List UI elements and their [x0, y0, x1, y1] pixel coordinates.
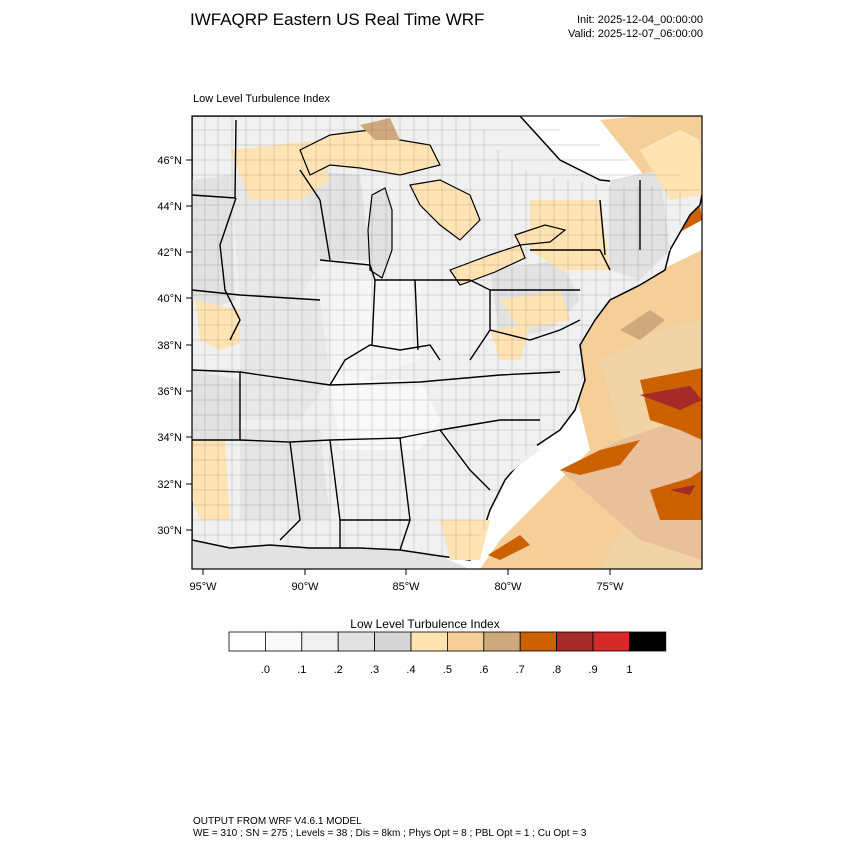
colorbar-label: .1 — [297, 664, 306, 676]
colorbar-label: .6 — [479, 664, 488, 676]
lat-label: 40°N — [157, 293, 182, 305]
lon-label: 80°W — [494, 581, 522, 593]
colorbar-swatch — [301, 631, 339, 652]
county-grid — [192, 116, 700, 560]
chart-title: IWFAQRP Eastern US Real Time WRF — [190, 10, 485, 29]
lon-labels: 95°W 90°W 85°W 80°W 75°W — [189, 581, 624, 593]
lat-label: 32°N — [157, 479, 182, 491]
lat-label: 42°N — [157, 247, 182, 259]
footer-line-2: WE = 310 ; SN = 275 ; Levels = 38 ; Dis … — [193, 828, 587, 839]
colorbar-label: .3 — [370, 664, 379, 676]
colorbar-label: .8 — [552, 664, 561, 676]
footer-line-1: OUTPUT FROM WRF V4.6.1 MODEL — [193, 816, 362, 827]
lat-labels: 46°N 44°N 42°N 40°N 38°N 36°N 34°N 32°N … — [157, 155, 182, 537]
map-field — [192, 116, 702, 569]
lat-label: 44°N — [157, 201, 182, 213]
lat-label: 34°N — [157, 432, 182, 444]
lat-label: 46°N — [157, 155, 182, 167]
colorbar-swatch — [519, 631, 558, 652]
colorbar-swatch — [228, 631, 266, 652]
valid-time: Valid: 2025-12-07_06:00:00 — [568, 28, 703, 40]
colorbar-label: .5 — [443, 664, 452, 676]
colorbar — [228, 631, 667, 652]
lat-label: 36°N — [157, 386, 182, 398]
lat-label: 38°N — [157, 340, 182, 352]
colorbar-swatch — [629, 631, 667, 652]
lon-label: 75°W — [596, 581, 624, 593]
lon-label: 90°W — [291, 581, 319, 593]
colorbar-label: .2 — [334, 664, 343, 676]
map-subtitle: Low Level Turbulence Index — [193, 93, 330, 105]
colorbar-label: .7 — [516, 664, 525, 676]
colorbar-title: Low Level Turbulence Index — [350, 617, 500, 631]
colorbar-swatch — [264, 631, 303, 652]
colorbar-swatch — [446, 631, 485, 652]
colorbar-label: 1 — [626, 664, 632, 676]
lon-ticks — [202, 569, 611, 575]
colorbar-label: .0 — [261, 664, 270, 676]
lat-ticks — [186, 159, 192, 531]
colorbar-swatch — [483, 631, 521, 652]
colorbar-swatch — [374, 631, 412, 652]
colorbar-swatch — [556, 631, 594, 652]
colorbar-label: .9 — [588, 664, 597, 676]
state-borders — [192, 119, 641, 551]
colorbar-swatch — [337, 631, 376, 652]
colorbar-label: .4 — [406, 664, 415, 676]
colorbar-swatch — [592, 631, 630, 652]
lat-label: 30°N — [157, 525, 182, 537]
colorbar-swatch — [410, 631, 448, 652]
map-frame — [191, 115, 703, 570]
model-footer: OUTPUT FROM WRF V4.6.1 MODEL WE = 310 ; … — [193, 816, 586, 840]
run-times: Init: 2025-12-04_00:00:00 Valid: 2025-12… — [568, 13, 703, 41]
lon-label: 95°W — [189, 581, 217, 593]
colorbar-labels: .0 .1 .2 .3 .4 .5 .6 .7 .8 .9 1 — [261, 664, 633, 676]
lon-label: 85°W — [392, 581, 420, 593]
init-time: Init: 2025-12-04_00:00:00 — [577, 14, 703, 26]
